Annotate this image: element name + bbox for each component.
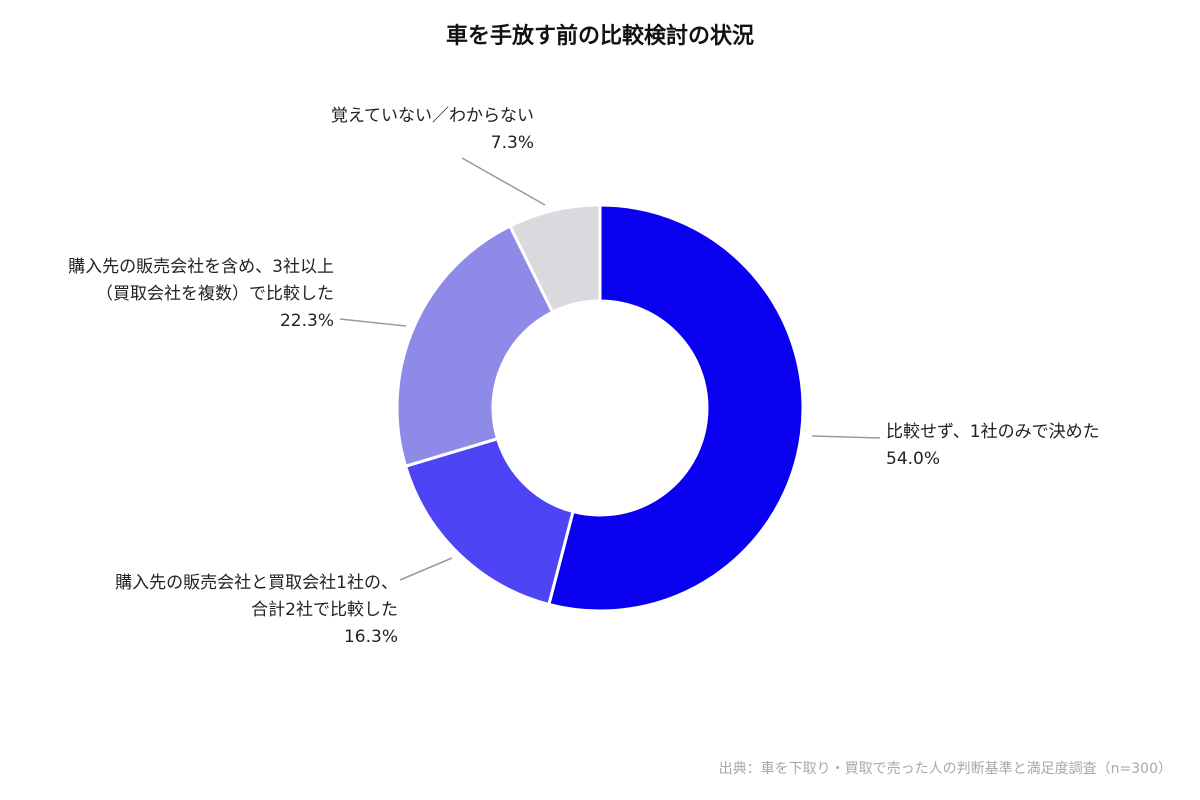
- slice-label-text: 覚えていない／わからない: [330, 106, 534, 126]
- slice-three-plus-companies: [395, 224, 555, 469]
- slice-value-label: 54.0%: [886, 449, 941, 469]
- slice-value-label: 16.3%: [343, 627, 398, 647]
- slice-dont-remember: [508, 203, 602, 315]
- slice-label-text: 購入先の販売会社を含め、3社以上: [68, 257, 334, 277]
- slice-value-label: 22.3%: [279, 311, 334, 331]
- slice-label-dont-remember: 覚えていない／わからない 7.3%: [331, 103, 534, 157]
- slice-label-three-plus-companies: 購入先の販売会社を含め、3社以上 （買取会社を複数）で比較した 22.3%: [68, 254, 334, 335]
- leader-line: [811, 435, 881, 439]
- chart-title: 車を手放す前の比較検討の状況: [445, 24, 754, 49]
- leader-line: [399, 557, 453, 581]
- slice-label-single-company: 比較せず、1社のみで決めた 54.0%: [886, 419, 1100, 473]
- slice-label-text: 比較せず、1社のみで決めた: [886, 422, 1100, 442]
- slice-single-company: [547, 203, 805, 613]
- leader-line: [461, 157, 546, 206]
- slice-label-text: 合計2社で比較した: [251, 600, 398, 620]
- slice-label-text: 購入先の販売会社と買取会社1社の、: [115, 573, 398, 593]
- slice-two-companies: [403, 436, 575, 607]
- source-note: 出典：車を下取り・買取で売った人の判断基準と満足度調査（n=300）: [718, 761, 1172, 777]
- slice-value-label: 7.3%: [490, 133, 534, 153]
- slice-label-two-companies: 購入先の販売会社と買取会社1社の、 合計2社で比較した 16.3%: [115, 570, 398, 651]
- leader-line: [339, 318, 407, 327]
- slice-label-text: （買取会社を複数）で比較した: [96, 284, 334, 304]
